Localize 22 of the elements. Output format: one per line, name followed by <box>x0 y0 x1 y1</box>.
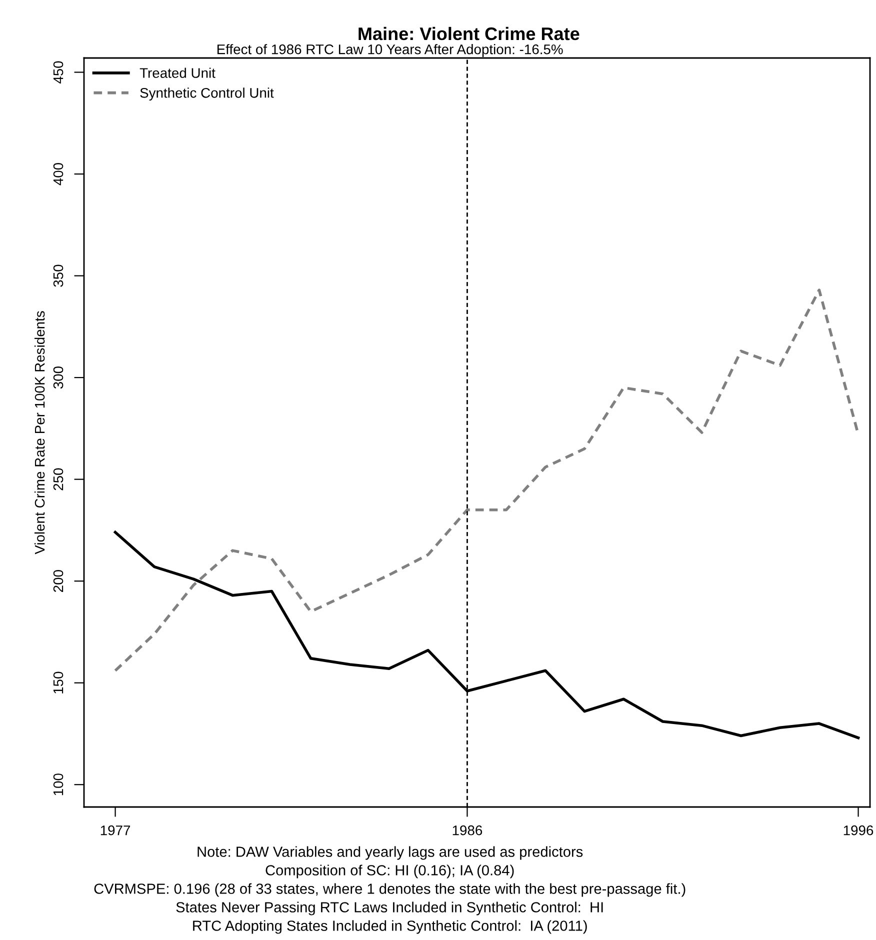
y-tick-label: 350 <box>53 264 64 287</box>
y-tick-label: 250 <box>53 468 64 490</box>
legend-label: Treated Unit <box>140 68 216 78</box>
line-series <box>114 288 860 672</box>
y-tick-label: 200 <box>53 570 64 592</box>
y-tick-label: 450 <box>53 61 64 84</box>
text: Composition of SC: HI (0.16); IA (0.84) <box>266 864 514 878</box>
text: Note: DAW Variables and yearly lags are used as predictors <box>198 846 583 860</box>
text: States Never Passing RTC Laws Included in Synthetic Control: HI <box>176 902 603 916</box>
text: RTC Adopting States Included in Synthetic Control: IA (2011) <box>193 920 587 934</box>
y-axis-title: Violent Crime Rate Per 100K Residents <box>34 311 45 554</box>
chart-subtitle: Effect of 1986 RTC Law 10 Years After Adoption: -16.5% <box>217 44 563 57</box>
x-tick-label: 1986 <box>452 825 482 836</box>
text: CVRMSPE: 0.196 (28 of 33 states, where 1 denotes the state with the best pre-passage fit.) <box>94 883 686 897</box>
y-tick-label: 400 <box>53 162 64 186</box>
y-tick-label: 300 <box>53 366 64 389</box>
x-tick-label: 1977 <box>100 825 130 836</box>
chart-title: Maine: Violent Crime Rate <box>358 26 580 40</box>
y-tick-label: 100 <box>53 774 64 796</box>
x-tick-label: 1996 <box>844 825 874 836</box>
legend-label: Synthetic Control Unit <box>140 88 274 101</box>
y-tick-label: 150 <box>53 672 64 694</box>
